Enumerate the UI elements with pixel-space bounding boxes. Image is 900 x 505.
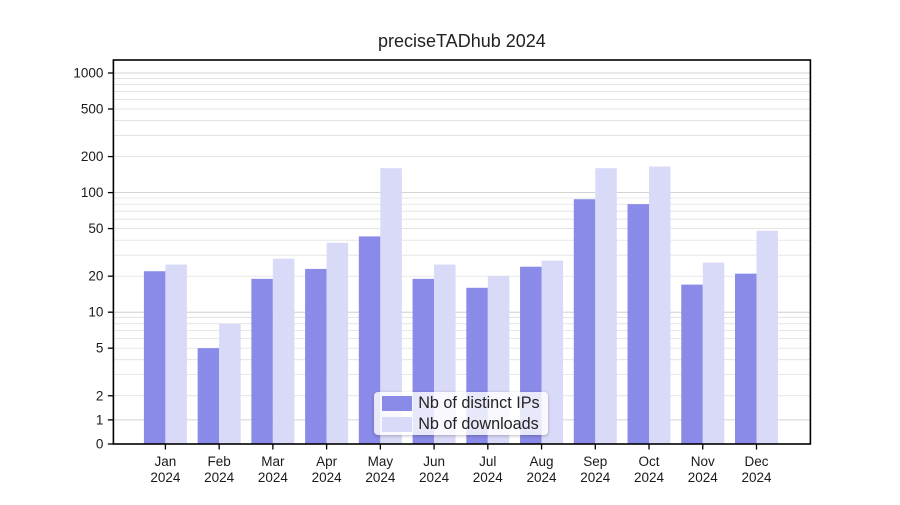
svg-text:2024: 2024 <box>419 470 450 485</box>
svg-text:10: 10 <box>88 305 103 320</box>
svg-text:Jun: Jun <box>423 454 445 469</box>
svg-text:50: 50 <box>88 221 103 236</box>
svg-text:2024: 2024 <box>258 470 289 485</box>
svg-text:2024: 2024 <box>741 470 772 485</box>
svg-text:Nov: Nov <box>691 454 715 469</box>
svg-text:Sep: Sep <box>583 454 607 469</box>
svg-text:100: 100 <box>81 185 104 200</box>
svg-text:2024: 2024 <box>312 470 343 485</box>
svg-text:Mar: Mar <box>261 454 285 469</box>
svg-text:20: 20 <box>88 269 103 284</box>
svg-text:500: 500 <box>81 102 104 117</box>
svg-text:2024: 2024 <box>634 470 665 485</box>
svg-text:Jan: Jan <box>155 454 177 469</box>
svg-text:1: 1 <box>96 412 104 427</box>
svg-text:Aug: Aug <box>530 454 554 469</box>
svg-text:2024: 2024 <box>580 470 611 485</box>
svg-text:Feb: Feb <box>208 454 231 469</box>
svg-text:Apr: Apr <box>316 454 338 469</box>
svg-text:200: 200 <box>81 149 104 164</box>
svg-text:May: May <box>368 454 394 469</box>
svg-text:2024: 2024 <box>473 470 504 485</box>
svg-text:2024: 2024 <box>527 470 558 485</box>
svg-text:Dec: Dec <box>744 454 768 469</box>
svg-text:5: 5 <box>96 341 104 356</box>
svg-text:0: 0 <box>96 437 104 452</box>
svg-text:2: 2 <box>96 388 104 403</box>
svg-text:2024: 2024 <box>688 470 719 485</box>
svg-text:Oct: Oct <box>639 454 660 469</box>
svg-text:2024: 2024 <box>365 470 396 485</box>
svg-text:1000: 1000 <box>73 66 103 81</box>
svg-text:Jul: Jul <box>479 454 496 469</box>
svg-text:2024: 2024 <box>204 470 235 485</box>
svg-text:2024: 2024 <box>150 470 181 485</box>
